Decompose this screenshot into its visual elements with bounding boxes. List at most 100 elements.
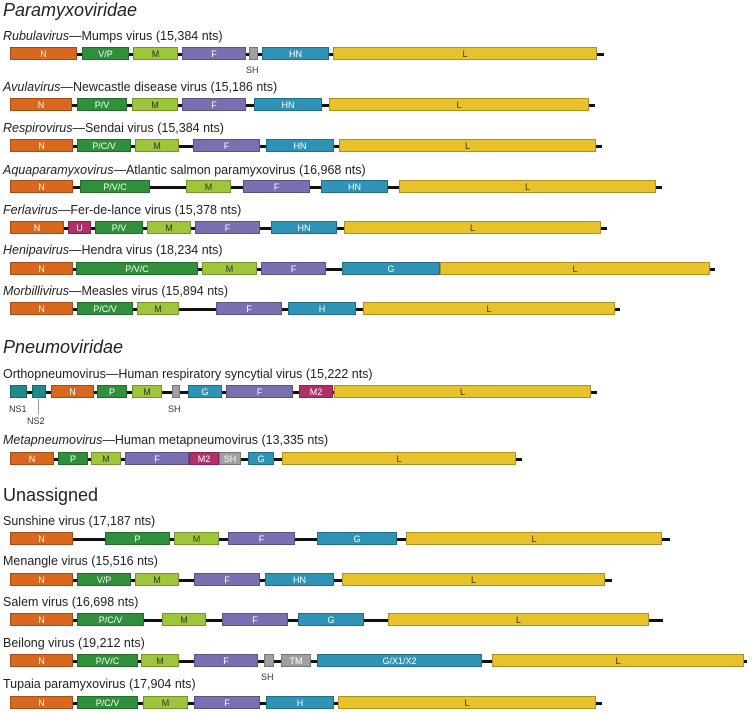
virus-description: Salem virus (16,698 nts)	[3, 595, 139, 609]
gene-n: N	[10, 654, 73, 667]
gene-pcv: P/C/V	[77, 613, 144, 626]
gene-tm: TM	[281, 654, 311, 667]
gene-m: M	[135, 139, 179, 152]
genus-name: Henipavirus	[3, 243, 70, 257]
gene-sh	[249, 47, 258, 60]
section-title-paramyxoviridae: Paramyxoviridae	[3, 0, 138, 20]
genus-name: Metapneumovirus	[3, 433, 103, 447]
gene-l: L	[406, 532, 662, 545]
annotation-sh: SH	[246, 65, 259, 75]
gene-p: P	[97, 385, 127, 398]
gene-u: U	[68, 221, 91, 234]
gene-m: M	[174, 532, 219, 545]
gene-g: G	[317, 532, 397, 545]
gene-f: F	[228, 532, 295, 545]
gene-l: L	[492, 654, 744, 667]
gene-hn: HN	[262, 47, 329, 60]
gene-m: M	[162, 613, 206, 626]
genome-map-metapneumovirus: N P M F M2 SH G L	[0, 452, 753, 466]
genus-name: Rubulavirus	[3, 29, 70, 43]
gene-n: N	[10, 452, 54, 465]
genome-map-orthopneumovirus: N P M G F M2 L	[0, 385, 753, 399]
gene-m2: M2	[189, 452, 219, 465]
virus-label-henipavirus: Henipavirus—Hendra virus (18,234 nts)	[3, 243, 223, 257]
gene-n: N	[10, 98, 72, 111]
gene-n: N	[10, 180, 73, 193]
virus-description: —Sendai virus (15,384 nts)	[72, 121, 224, 135]
gene-pvc: P/V/C	[80, 180, 150, 193]
gene-h: H	[266, 696, 334, 709]
virus-description: Menangle virus (15,516 nts)	[3, 554, 158, 568]
gene-l: L	[440, 262, 710, 275]
gene-m2: M2	[299, 385, 333, 398]
gene-hn: HN	[266, 139, 334, 152]
annotation-ns2-leader	[38, 399, 39, 414]
gene-pvc: P/V/C	[76, 262, 198, 275]
gene-g-x1-x2: G/X1/X2	[317, 654, 482, 667]
virus-description: —Atlantic salmon paramyxovirus (16,968 n…	[113, 163, 366, 177]
genome-map-aquaparamyxovirus: N P/V/C M F HN L	[0, 180, 753, 194]
genome-map-morbillivirus: N P/C/V M F H L	[0, 302, 753, 316]
gene-ns2	[32, 385, 46, 398]
gene-l: L	[339, 139, 596, 152]
gene-f: F	[261, 262, 326, 275]
gene-pcv: P/C/V	[77, 302, 133, 315]
gene-l: L	[282, 452, 516, 465]
virus-description: —Measles virus (15,894 nts)	[68, 284, 229, 298]
virus-description: —Fer-de-lance virus (15,378 nts)	[57, 203, 242, 217]
genome-map-avulavirus: N P/V M F HN L	[0, 98, 753, 112]
gene-m: M	[132, 98, 178, 111]
gene-f: F	[194, 696, 260, 709]
gene-pvc: P/V/C	[77, 654, 138, 667]
gene-p: P	[58, 452, 88, 465]
genome-map-ferlavirus: N U P/V M F HN L	[0, 221, 753, 235]
virus-label-orthopneumovirus: Orthopneumovirus—Human respiratory syncy…	[3, 367, 373, 381]
gene-l: L	[363, 302, 615, 315]
virus-description: —Hendra virus (18,234 nts)	[69, 243, 223, 257]
virus-description: —Newcastle disease virus (15,186 nts)	[60, 80, 278, 94]
gene-m: M	[186, 180, 231, 193]
gene-vp: V/P	[77, 573, 131, 586]
gene-m: M	[143, 696, 188, 709]
virus-label-ferlavirus: Ferlavirus—Fer-de-lance virus (15,378 nt…	[3, 203, 241, 217]
genome-map-beilong: N P/V/C M F TM G/X1/X2 L	[0, 654, 753, 668]
genome-map-rubulavirus: N V/P M F HN L	[0, 47, 753, 61]
gene-pcv: P/C/V	[77, 139, 131, 152]
gene-n: N	[10, 573, 73, 586]
gene-m: M	[202, 262, 257, 275]
gene-f: F	[125, 452, 189, 465]
section-title-unassigned: Unassigned	[3, 485, 99, 505]
annotation-ns2: NS2	[27, 416, 45, 426]
gene-hn: HN	[265, 573, 334, 586]
gene-f: F	[226, 385, 293, 398]
virus-label-aquaparamyxovirus: Aquaparamyxovirus—Atlantic salmon paramy…	[3, 163, 366, 177]
gene-f: F	[195, 221, 260, 234]
gene-m: M	[137, 302, 179, 315]
genus-name: Avulavirus	[3, 80, 61, 94]
virus-label-rubulavirus: Rubulavirus—Mumps virus (15,384 nts)	[3, 29, 223, 43]
virus-label-morbillivirus: Morbillivirus—Measles virus (15,894 nts)	[3, 284, 228, 298]
virus-description: Orthopneumovirus—Human respiratory syncy…	[3, 367, 373, 381]
gene-m: M	[133, 47, 178, 60]
genus-name: Ferlavirus	[3, 203, 58, 217]
gene-n: N	[10, 221, 64, 234]
gene-pcv: P/C/V	[77, 696, 138, 709]
gene-hn: HN	[321, 180, 388, 193]
gene-f: F	[182, 98, 246, 111]
gene-n: N	[10, 139, 73, 152]
gene-n: N	[10, 532, 73, 545]
gene-n: N	[10, 302, 73, 315]
gene-n: N	[10, 47, 77, 60]
virus-description: Beilong virus (19,212 nts)	[3, 636, 145, 650]
gene-m: M	[147, 221, 191, 234]
genome-map-respirovirus: N P/C/V M F HN L	[0, 139, 753, 153]
gene-f: F	[243, 180, 310, 193]
section-title-pneumoviridae: Pneumoviridae	[3, 337, 124, 357]
gene-n: N	[51, 385, 94, 398]
gene-h: H	[288, 302, 356, 315]
gene-p: P	[105, 532, 170, 545]
gene-m: M	[91, 452, 121, 465]
gene-sh: SH	[219, 452, 241, 465]
gene-m: M	[135, 573, 179, 586]
virus-label-respirovirus: Respirovirus—Sendai virus (15,384 nts)	[3, 121, 224, 135]
